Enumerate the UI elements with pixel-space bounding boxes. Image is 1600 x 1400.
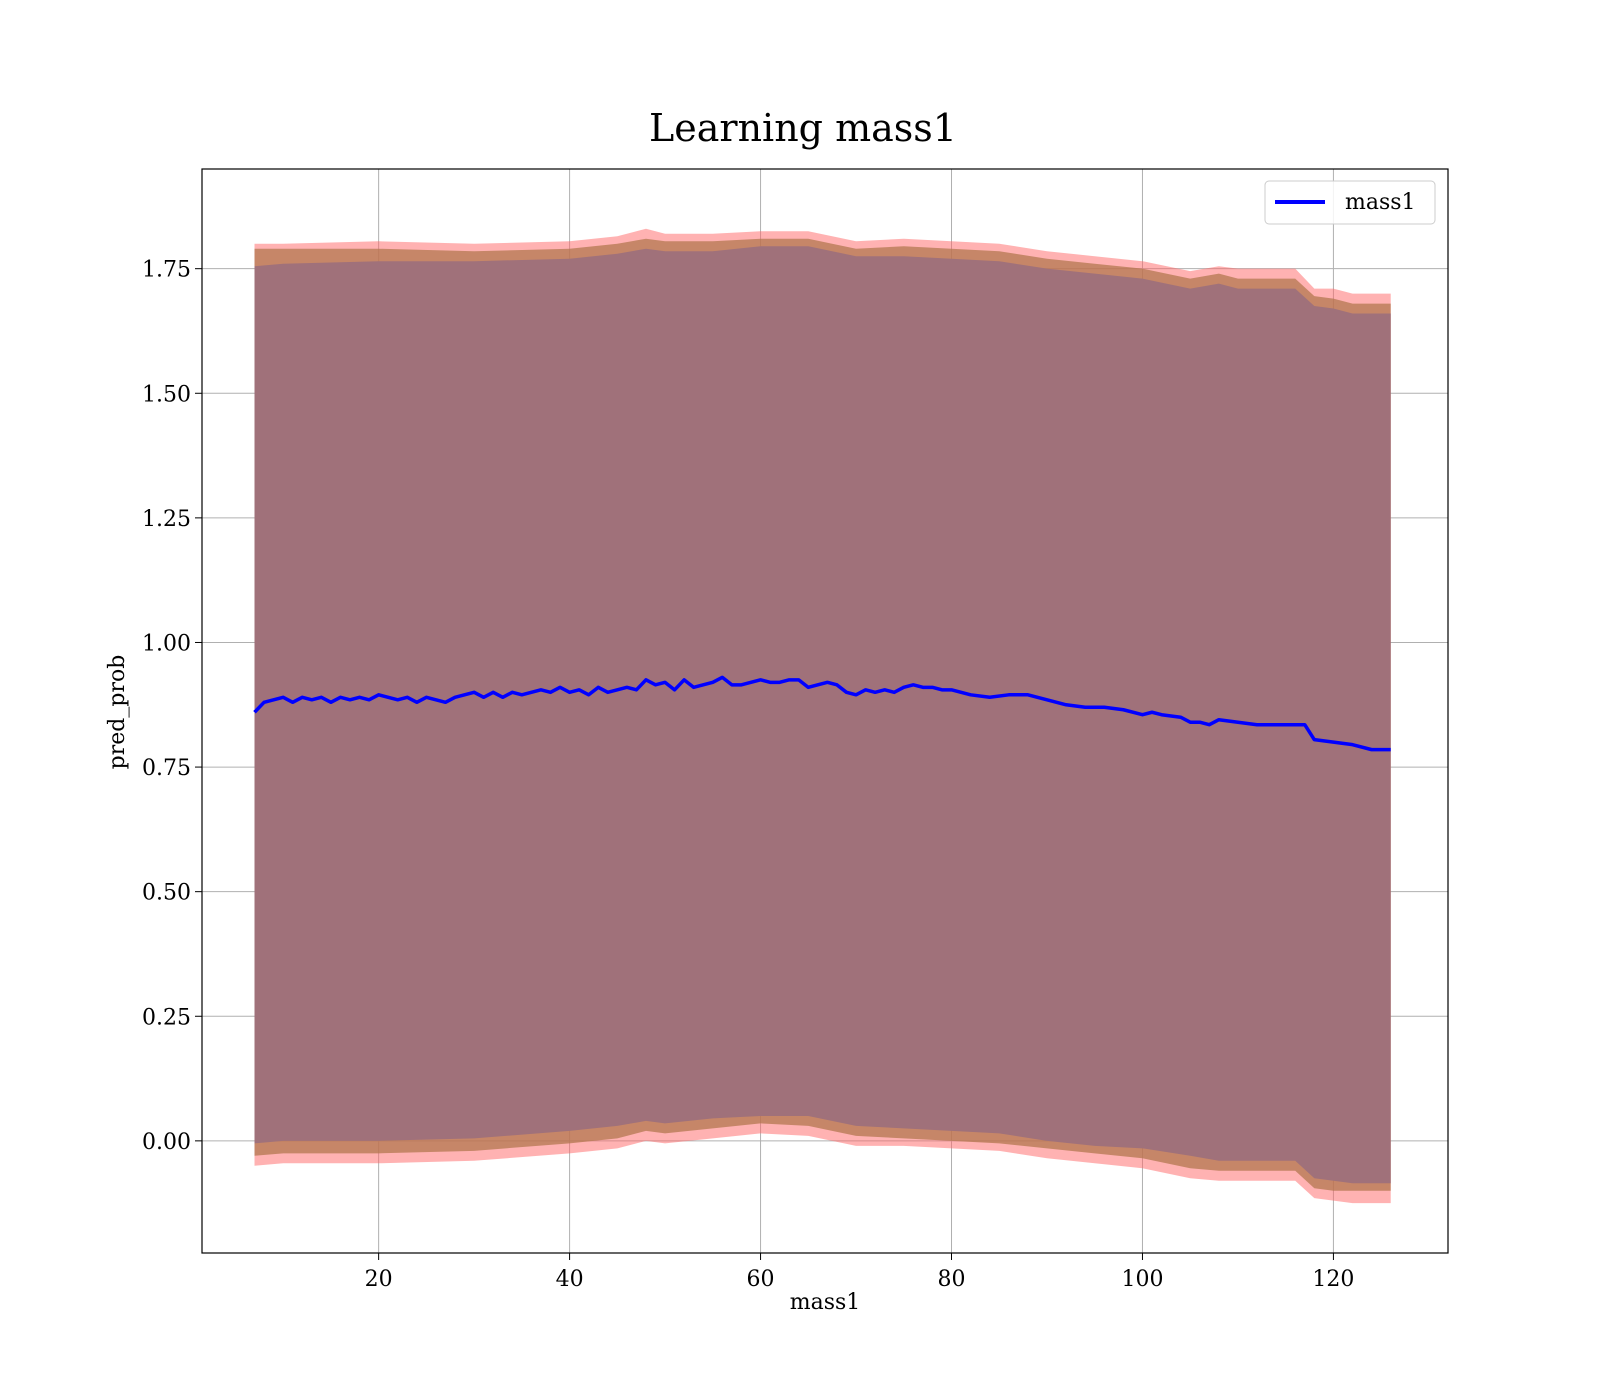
- x-axis-label: mass1: [790, 1290, 861, 1315]
- y-tick-label: 1.50: [142, 382, 191, 407]
- y-axis-ticks: 0.00 0.25 0.50 0.75 1.00 1.25 1.50 1.75: [142, 258, 202, 1155]
- x-tick-label: 100: [1121, 1267, 1163, 1292]
- y-tick-label: 1.25: [142, 507, 191, 532]
- x-tick-label: 60: [747, 1267, 775, 1292]
- y-tick-label: 0.75: [142, 756, 191, 781]
- y-axis-label: pred_prob: [105, 655, 130, 770]
- uncertainty-band-3: [254, 246, 1391, 1184]
- x-tick-label: 20: [365, 1267, 393, 1292]
- legend: mass1: [1264, 180, 1436, 225]
- plot-frame: [201, 168, 1449, 1254]
- legend-box: [1264, 180, 1436, 225]
- y-tick-label: 1.00: [142, 631, 191, 656]
- y-tick-label: 0.00: [142, 1130, 191, 1155]
- series-line-mass1: [253, 675, 1391, 752]
- x-tick-label: 40: [556, 1267, 584, 1292]
- uncertainty-bands: [254, 228, 1391, 1204]
- legend-label-mass1: mass1: [1345, 190, 1416, 215]
- y-tick-label: 1.75: [142, 258, 191, 283]
- x-axis-ticks: 20 40 60 80 100 120: [365, 1253, 1354, 1292]
- chart-title: Learning mass1: [649, 106, 957, 150]
- x-tick-label: 120: [1312, 1267, 1354, 1292]
- y-tick-label: 0.50: [142, 881, 191, 906]
- y-tick-label: 0.25: [142, 1005, 191, 1030]
- x-tick-label: 80: [938, 1267, 966, 1292]
- series-lines: [253, 675, 1391, 752]
